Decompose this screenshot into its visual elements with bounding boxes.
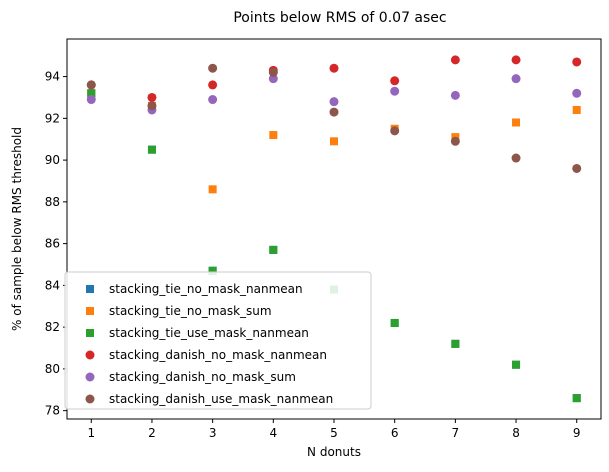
y-tick-label: 78 xyxy=(45,404,60,418)
y-tick-label: 82 xyxy=(45,320,60,334)
data-point xyxy=(147,145,156,154)
data-point xyxy=(208,266,217,275)
data-point xyxy=(572,394,581,403)
data-point xyxy=(450,55,460,65)
series-stacking_danish_no_mask_nanmean xyxy=(86,55,582,102)
data-point xyxy=(511,55,521,65)
data-point xyxy=(87,89,96,98)
legend-marker xyxy=(86,307,94,315)
legend-marker xyxy=(85,350,95,360)
y-tick-label: 94 xyxy=(45,70,60,84)
y-tick-label: 80 xyxy=(45,362,60,376)
data-points xyxy=(86,55,582,403)
legend-label: stacking_danish_no_mask_nanmean xyxy=(109,348,327,362)
data-point xyxy=(268,74,278,84)
legend-label: stacking_tie_no_mask_nanmean xyxy=(109,282,303,296)
data-point xyxy=(269,245,278,254)
y-tick-label: 92 xyxy=(45,111,60,125)
data-point xyxy=(147,92,157,102)
legend-marker xyxy=(85,372,95,382)
data-point xyxy=(572,88,582,98)
data-point xyxy=(86,80,96,90)
data-point xyxy=(390,126,400,136)
y-tick-label: 86 xyxy=(45,237,60,251)
data-point xyxy=(329,97,339,107)
data-point xyxy=(208,95,218,105)
x-tick-label: 7 xyxy=(452,426,460,440)
legend-label: stacking_tie_no_mask_sum xyxy=(109,304,272,318)
chart-title: Points below RMS of 0.07 asec xyxy=(233,10,446,26)
x-tick-label: 6 xyxy=(391,426,399,440)
y-tick-label: 84 xyxy=(45,278,60,292)
data-point xyxy=(511,153,521,163)
data-point xyxy=(450,90,460,100)
data-point xyxy=(208,185,217,194)
data-point xyxy=(269,131,278,140)
y-tick-label: 90 xyxy=(45,153,60,167)
y-axis-label: % of sample below RMS threshold xyxy=(10,127,24,331)
data-point xyxy=(329,63,339,73)
data-point xyxy=(390,86,400,96)
data-point xyxy=(268,67,278,77)
x-axis: 1 2 3 4 5 6 7 8 9 xyxy=(87,419,581,440)
x-tick-label: 2 xyxy=(148,426,156,440)
legend-marker xyxy=(86,285,94,293)
data-point xyxy=(512,360,521,369)
data-point xyxy=(572,163,582,173)
legend-label: stacking_danish_use_mask_nanmean xyxy=(109,392,333,406)
x-axis-label: N donuts xyxy=(307,445,361,459)
series-stacking_danish_use_mask_nanmean xyxy=(86,63,582,173)
y-tick-label: 88 xyxy=(45,195,60,209)
data-point xyxy=(147,101,157,111)
data-point xyxy=(329,107,339,117)
legend-label: stacking_danish_no_mask_sum xyxy=(109,370,296,384)
data-point xyxy=(511,74,521,84)
data-point xyxy=(451,339,460,348)
data-point xyxy=(512,118,521,127)
data-point xyxy=(208,80,218,90)
x-tick-label: 3 xyxy=(209,426,217,440)
legend-marker xyxy=(86,329,94,337)
data-point xyxy=(330,137,338,146)
legend-label: stacking_tie_use_mask_nanmean xyxy=(109,326,309,340)
data-point xyxy=(450,136,460,146)
legend: stacking_tie_no_mask_nanmean stacking_tie… xyxy=(64,271,372,410)
x-tick-label: 5 xyxy=(330,426,338,440)
legend-marker xyxy=(85,394,95,404)
data-point xyxy=(208,63,218,73)
x-tick-label: 9 xyxy=(573,426,581,440)
x-tick-label: 1 xyxy=(87,426,95,440)
data-point xyxy=(572,57,582,67)
x-tick-label: 4 xyxy=(269,426,277,440)
x-tick-label: 8 xyxy=(512,426,520,440)
data-point xyxy=(390,76,400,86)
data-point xyxy=(572,105,581,114)
y-axis: 78 80 82 84 86 88 90 92 94 xyxy=(45,70,67,418)
legend-frame xyxy=(64,271,372,410)
data-point xyxy=(86,95,96,105)
data-point xyxy=(390,318,399,327)
